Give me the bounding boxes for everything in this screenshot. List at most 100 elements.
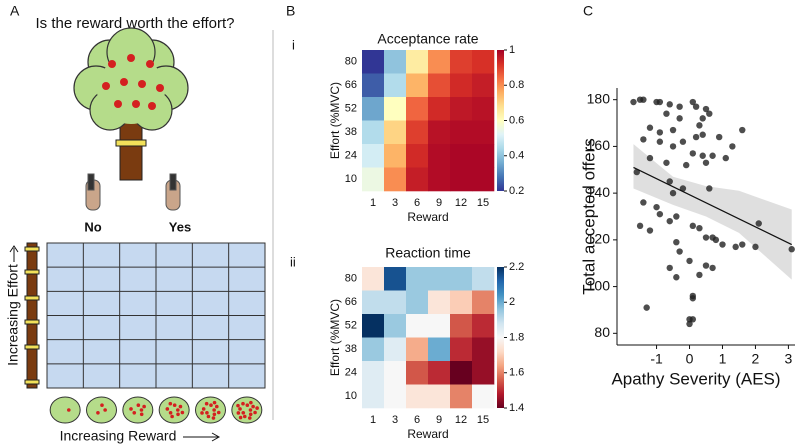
mini-apple [96, 410, 100, 415]
point [683, 161, 690, 169]
point [702, 105, 710, 113]
point [689, 98, 697, 106]
heatmap-cell [384, 314, 407, 338]
x-tick-label: 1 [370, 197, 376, 209]
colorbar-tick-label: 0.2 [509, 185, 524, 197]
x-axis-label: Reward [407, 210, 448, 224]
heatmap-cell [472, 120, 495, 145]
mini-apple [241, 401, 245, 406]
colorbar-tick-label: 2 [509, 296, 515, 308]
mini-tree [158, 396, 190, 424]
point [715, 133, 723, 141]
heatmap-cell [406, 73, 429, 98]
heatmap-cell [450, 384, 473, 409]
mini-apple [247, 416, 252, 420]
heatmap-cell [362, 50, 385, 74]
x-tick-label: 1 [370, 414, 376, 426]
mini-apple [172, 403, 177, 407]
x-tick-label: -1 [650, 351, 663, 367]
x-tick-label: 6 [414, 414, 420, 426]
colorbar-tick-label: 1 [509, 44, 515, 56]
x-tick-label: 12 [455, 197, 467, 209]
point [692, 133, 700, 141]
mini-apple [238, 415, 243, 420]
heatmap-cell [450, 73, 473, 98]
x-axis-label: Apathy Severity (AES) [611, 369, 780, 388]
heatmap-cell [384, 267, 407, 291]
heatmap-cell [428, 120, 451, 145]
heatmap-cell [450, 290, 473, 315]
point [712, 236, 720, 244]
point [686, 320, 693, 328]
mini-apple [206, 414, 211, 419]
x-tick-label: 3 [392, 197, 398, 209]
y-tick-label: 10 [345, 390, 357, 402]
mini-apple [253, 410, 257, 415]
heatmap-cell [406, 290, 429, 315]
choice-grid [46, 242, 266, 389]
mini-tree [49, 396, 81, 424]
heatmap-cell [450, 314, 473, 338]
point [692, 103, 700, 110]
point [669, 143, 677, 150]
heatmap-cell [362, 290, 385, 315]
heatmap-cell [472, 50, 495, 74]
colorbar-tick-label: 1.6 [509, 367, 524, 379]
panel-label: A [10, 3, 20, 19]
point [702, 234, 710, 241]
mini-apple [211, 416, 216, 420]
heatmap-cell [362, 384, 385, 409]
point [666, 217, 673, 225]
heatmap-cell [472, 384, 495, 409]
heatmap-cell [384, 97, 407, 121]
point [676, 248, 683, 255]
y-tick-label: 52 [345, 320, 357, 332]
y-axis-label: Total accepted offers [579, 138, 598, 295]
heatmap-cell [406, 167, 429, 192]
mini-apple [209, 403, 213, 407]
heatmap-cell [406, 120, 429, 145]
point [752, 243, 759, 251]
heatmap-cell [472, 290, 495, 315]
point [696, 271, 703, 279]
panel-label: i [292, 37, 295, 52]
point [719, 241, 726, 248]
heatmap-cell [472, 267, 495, 291]
x-tick-label: 0 [686, 351, 694, 367]
y-tick-label: 52 [345, 103, 357, 115]
chart-title: Acceptance rate [377, 31, 478, 47]
heatmap-cell [362, 167, 385, 192]
axis-label: Increasing Reward [60, 428, 177, 444]
reward-icons [49, 396, 263, 424]
point [696, 224, 703, 232]
heatmap-cell [362, 267, 385, 291]
point [732, 243, 739, 251]
heatmap-cell [428, 337, 451, 362]
point [640, 199, 647, 206]
point [636, 222, 644, 230]
point [640, 96, 647, 103]
mini-apple [170, 414, 174, 419]
mini-apple [242, 414, 247, 419]
panel-a-title: Is the reward worth the effort? [36, 15, 235, 32]
heatmap-cell [428, 50, 451, 74]
mini-apple [212, 400, 217, 405]
confidence-band [633, 144, 792, 280]
arrow [9, 245, 19, 262]
heatmap-cell [384, 50, 407, 74]
point [673, 274, 680, 281]
x-tick-label: 9 [436, 414, 442, 426]
point [788, 246, 795, 253]
heatmap-cell [362, 337, 385, 362]
choice-label: No [84, 219, 101, 234]
point [663, 110, 670, 117]
heatmap-cell [428, 73, 451, 98]
heatmap-cell [450, 144, 473, 168]
point [656, 138, 664, 145]
y-tick-label: 80 [345, 56, 357, 68]
point [729, 143, 736, 150]
mini-apple [176, 408, 180, 412]
y-tick-label: 120 [587, 231, 611, 247]
point [709, 264, 716, 272]
heatmap-cell [362, 120, 385, 145]
